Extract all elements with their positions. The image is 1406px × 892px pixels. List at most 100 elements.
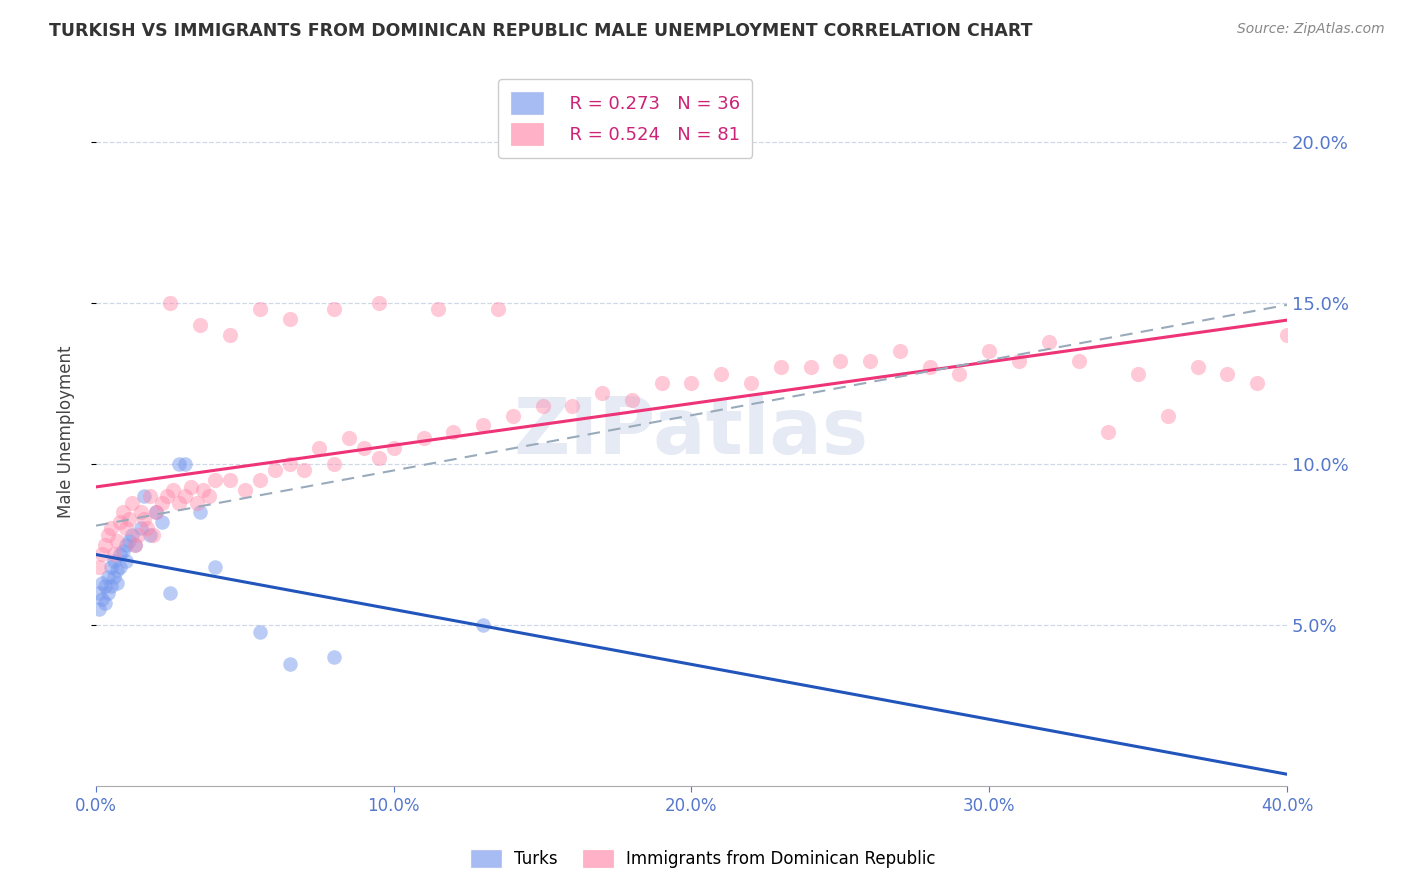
Point	[121, 496, 143, 510]
Point	[145, 505, 167, 519]
Point	[105, 576, 128, 591]
Point	[180, 479, 202, 493]
Point	[103, 554, 125, 568]
Point	[278, 657, 301, 671]
Point	[150, 515, 173, 529]
Point	[198, 489, 221, 503]
Point	[138, 489, 160, 503]
Point	[105, 563, 128, 577]
Point	[531, 399, 554, 413]
Point	[918, 360, 941, 375]
Point	[87, 586, 110, 600]
Point	[103, 570, 125, 584]
Point	[103, 547, 125, 561]
Point	[132, 512, 155, 526]
Point	[382, 441, 405, 455]
Point	[1008, 354, 1031, 368]
Legend:   R = 0.273   N = 36,   R = 0.524   N = 81: R = 0.273 N = 36, R = 0.524 N = 81	[498, 79, 752, 158]
Point	[1246, 376, 1268, 391]
Point	[124, 537, 146, 551]
Point	[233, 483, 256, 497]
Point	[114, 537, 136, 551]
Point	[1275, 328, 1298, 343]
Point	[169, 457, 191, 471]
Point	[97, 586, 120, 600]
Point	[1216, 367, 1239, 381]
Point	[174, 457, 197, 471]
Point	[1067, 354, 1090, 368]
Point	[219, 328, 242, 343]
Point	[87, 602, 110, 616]
Point	[263, 463, 285, 477]
Point	[97, 528, 120, 542]
Point	[651, 376, 673, 391]
Point	[108, 515, 131, 529]
Point	[800, 360, 823, 375]
Point	[114, 521, 136, 535]
Point	[100, 579, 122, 593]
Point	[948, 367, 970, 381]
Point	[145, 505, 167, 519]
Point	[591, 386, 613, 401]
Point	[162, 483, 184, 497]
Point	[1038, 334, 1060, 349]
Point	[204, 473, 226, 487]
Point	[111, 505, 134, 519]
Point	[249, 302, 271, 317]
Point	[859, 354, 882, 368]
Point	[159, 586, 181, 600]
Point	[412, 431, 434, 445]
Point	[159, 296, 181, 310]
Point	[174, 489, 197, 503]
Point	[337, 431, 360, 445]
Point	[91, 592, 114, 607]
Point	[278, 312, 301, 326]
Point	[681, 376, 703, 391]
Text: ZIPatlas: ZIPatlas	[515, 393, 869, 470]
Point	[100, 521, 122, 535]
Point	[188, 318, 211, 333]
Point	[129, 505, 152, 519]
Legend: Turks, Immigrants from Dominican Republic: Turks, Immigrants from Dominican Republi…	[464, 843, 942, 875]
Point	[427, 302, 450, 317]
Point	[169, 496, 191, 510]
Point	[108, 547, 131, 561]
Point	[111, 544, 134, 558]
Point	[353, 441, 375, 455]
Point	[91, 576, 114, 591]
Text: TURKISH VS IMMIGRANTS FROM DOMINICAN REPUBLIC MALE UNEMPLOYMENT CORRELATION CHAR: TURKISH VS IMMIGRANTS FROM DOMINICAN REP…	[49, 22, 1033, 40]
Point	[97, 570, 120, 584]
Point	[91, 547, 114, 561]
Point	[142, 528, 165, 542]
Point	[889, 344, 911, 359]
Text: Source: ZipAtlas.com: Source: ZipAtlas.com	[1237, 22, 1385, 37]
Point	[118, 534, 141, 549]
Point	[1157, 409, 1180, 423]
Point	[1126, 367, 1149, 381]
Point	[740, 376, 762, 391]
Point	[186, 496, 208, 510]
Point	[94, 579, 117, 593]
Point	[249, 624, 271, 639]
Point	[502, 409, 524, 423]
Point	[219, 473, 242, 487]
Point	[323, 302, 346, 317]
Point	[129, 521, 152, 535]
Point	[472, 618, 495, 632]
Point	[1187, 360, 1209, 375]
Point	[132, 489, 155, 503]
Point	[94, 595, 117, 609]
Point	[323, 650, 346, 665]
Point	[127, 528, 149, 542]
Point	[204, 560, 226, 574]
Point	[441, 425, 464, 439]
Point	[620, 392, 643, 407]
Point	[769, 360, 792, 375]
Point	[135, 521, 157, 535]
Point	[710, 367, 733, 381]
Point	[105, 534, 128, 549]
Point	[138, 528, 160, 542]
Point	[87, 560, 110, 574]
Point	[367, 450, 389, 465]
Point	[278, 457, 301, 471]
